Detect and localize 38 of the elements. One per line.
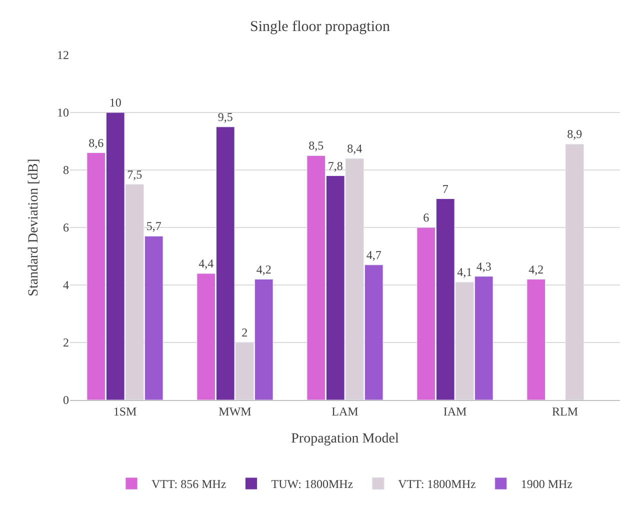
data-label: 4,2 <box>256 262 272 276</box>
data-label: 4,2 <box>528 262 544 276</box>
chart-title: Single floor propagtion <box>250 18 390 35</box>
x-tick-label: 1SM <box>113 404 137 418</box>
data-label: 7,5 <box>127 167 142 182</box>
y-tick-label: 8 <box>63 163 69 178</box>
y-tick-label: 10 <box>57 106 69 120</box>
data-label: 8,4 <box>347 142 362 156</box>
bar <box>526 279 546 400</box>
data-label: 7,8 <box>328 158 343 173</box>
data-label: 6 <box>423 210 430 224</box>
x-tick-label: MWM <box>218 404 252 418</box>
data-label: 7 <box>442 182 448 196</box>
y-tick-label: 4 <box>63 278 69 292</box>
legend-label: TUW: 1800MHz <box>271 477 354 492</box>
data-label: 10 <box>109 96 122 110</box>
x-tick-label: LAM <box>332 404 359 418</box>
data-label: 2 <box>242 326 248 340</box>
x-axis-title: Propagation Model <box>291 432 399 447</box>
y-tick-label: 6 <box>63 220 69 235</box>
data-label: 8,9 <box>567 127 582 142</box>
y-tick-label: 2 <box>63 336 69 350</box>
legend-label: VTT: 1800MHz <box>398 477 476 492</box>
data-label: 8,6 <box>88 136 104 150</box>
x-tick-label: RLM <box>552 404 578 418</box>
data-label: 4,3 <box>476 259 492 274</box>
data-label: 4,1 <box>457 265 472 280</box>
data-label: 8,5 <box>308 138 324 153</box>
x-tick-label: IAM <box>443 404 467 418</box>
legend-label: 1900 MHz <box>520 477 573 492</box>
legend-label: VTT: 856 MHz <box>152 477 226 492</box>
y-axis-title: Standard Deviation [dB] <box>26 158 42 296</box>
y-tick-label: 12 <box>57 48 69 62</box>
data-label: 5,7 <box>146 219 162 234</box>
data-label: 4,4 <box>198 256 214 270</box>
data-label: 4,7 <box>366 248 382 262</box>
y-tick-label: 0 <box>63 393 69 408</box>
data-label: 9,5 <box>218 110 233 124</box>
